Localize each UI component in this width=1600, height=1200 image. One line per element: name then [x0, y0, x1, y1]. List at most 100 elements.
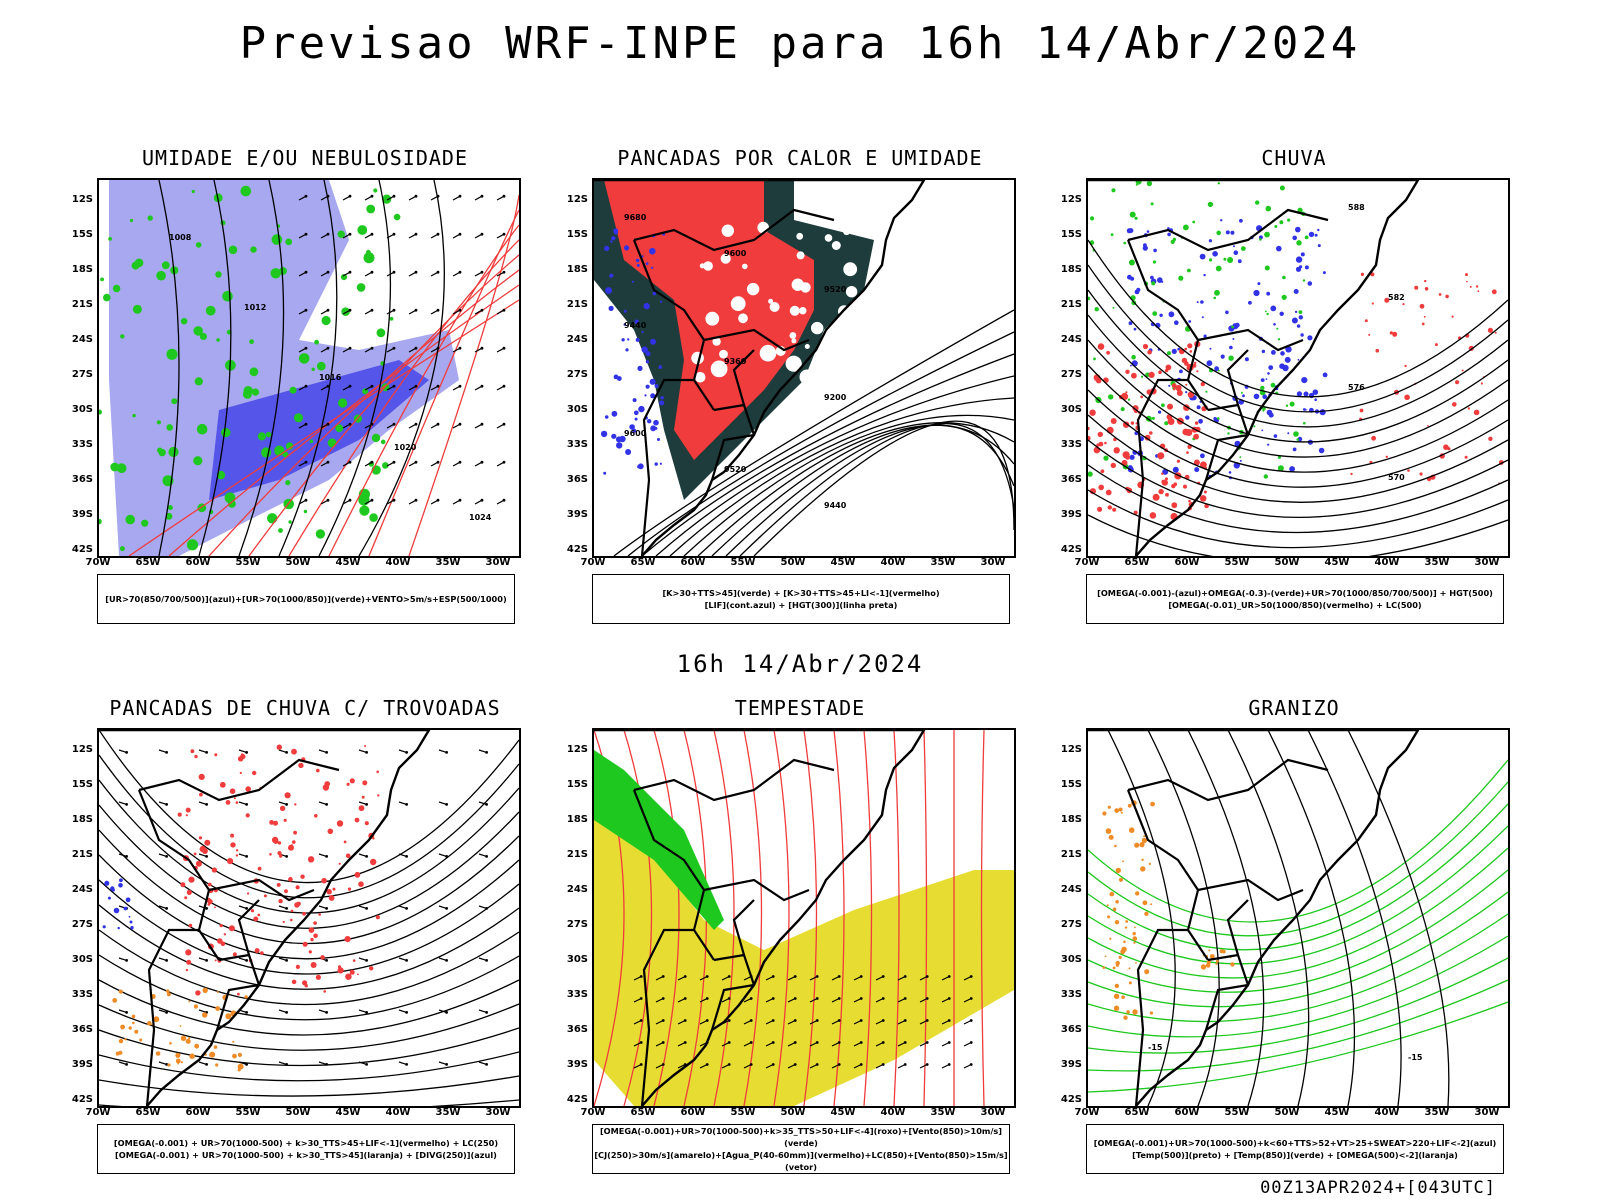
humidity-green-contour [112, 284, 121, 293]
wind-vector-head [414, 308, 418, 312]
wind-vector-head [837, 997, 841, 1000]
ur-red-area [1389, 331, 1393, 335]
omega-blue-area [1130, 276, 1135, 281]
coastline [99, 730, 431, 1106]
omega-hail-area [1205, 963, 1211, 968]
omega-blue-area [1172, 466, 1179, 473]
ur-red-area [1125, 391, 1128, 394]
clear-gap [789, 332, 797, 339]
longitude-label: 55W [235, 557, 261, 568]
storm-red-area [207, 882, 212, 887]
longitude-label: 70W [580, 557, 606, 568]
wind-vector-head [304, 308, 308, 312]
longitude-label: 55W [1224, 1107, 1250, 1118]
panel-title: CHUVA [1261, 146, 1327, 170]
storm-red-area [345, 853, 351, 859]
wind-vector-head [771, 975, 775, 978]
border-line [1126, 239, 1209, 411]
latitude-label: 33S [1060, 439, 1082, 450]
omega-hail-area [1120, 949, 1126, 955]
wind-vector-head [304, 232, 308, 236]
omega-green-area [1279, 185, 1285, 191]
panel-legend: [K>30+TTS>45](verde) + [K>30+TTS>45+LI<-… [592, 574, 1010, 624]
storm-red-area [214, 959, 217, 962]
wind-vector-head [436, 346, 440, 350]
omega-green-area [1146, 180, 1153, 187]
storm-red-area [276, 744, 282, 750]
wind-vector-head [365, 959, 368, 962]
lif-contour [638, 405, 645, 413]
isobar [198, 180, 232, 556]
wind-vector-head [815, 975, 819, 978]
precipitable-water-contour [863, 730, 873, 1106]
omega-blue-area [1271, 350, 1276, 355]
hgt500-contour [1088, 239, 1508, 398]
ur-red-area [1487, 327, 1493, 333]
storm-red-area [241, 753, 244, 756]
wind-vector-head [405, 1011, 408, 1014]
storm-red-area [254, 948, 260, 954]
omega-blue-area [1268, 365, 1274, 370]
wind-vector-head [370, 346, 374, 350]
storm-red-area [357, 973, 359, 976]
wind-vector-head [837, 975, 841, 978]
ur-red-area [1183, 484, 1187, 489]
latitude-label: 33S [71, 439, 93, 450]
humidity-green-contour [131, 261, 140, 270]
wind-vector-head [458, 308, 462, 312]
wind-vector-head [326, 422, 330, 426]
clear-gap [721, 224, 734, 237]
wind-vector-head [405, 803, 408, 806]
latitude-label: 42S [71, 1094, 93, 1105]
ur-red-area [1157, 452, 1165, 460]
ur-red-area [1104, 441, 1107, 445]
storm-red-area [302, 911, 306, 916]
omega-blue-area [1232, 338, 1235, 340]
wind-vector-head [480, 498, 484, 502]
storm-red-area [247, 892, 250, 895]
omega-hail-area [1109, 937, 1112, 940]
omega-blue-area [1203, 273, 1206, 277]
storm-red-area [219, 924, 223, 928]
lif-contour [644, 394, 647, 397]
humidity-green-contour [186, 539, 199, 551]
wind-vector-head [165, 803, 168, 806]
longitude-label: 40W [1374, 557, 1400, 568]
humidity-green-contour [157, 447, 163, 454]
clear-gap [831, 241, 841, 250]
latitude-label: 12S [566, 194, 588, 205]
omega-hail-area [1113, 1005, 1120, 1011]
omega-blue-area [1293, 289, 1299, 294]
wind-vector-head [458, 346, 462, 350]
storm-red-area [177, 812, 182, 817]
wind-vector-head [436, 422, 440, 426]
storm-red-area [184, 896, 188, 900]
border-line [1207, 953, 1250, 986]
omega-blue-area [1303, 391, 1309, 397]
omega-blue-area [1233, 245, 1235, 248]
humidity-green-contour [270, 268, 281, 279]
lif-contour [610, 240, 613, 243]
omega-blue-area [1129, 454, 1135, 460]
omega-green-area [1129, 211, 1136, 218]
omega-blue-area [1300, 333, 1304, 337]
humidity-green-contour [194, 377, 203, 386]
precipitable-water-contour [743, 730, 763, 1106]
humidity-green-contour [103, 293, 111, 302]
latitude-label: 42S [1060, 544, 1082, 555]
border-line [633, 758, 835, 802]
wind-vector-head [727, 1019, 731, 1022]
wind-vector-head [405, 907, 408, 910]
clear-gap [719, 349, 728, 359]
omega-green-area [1293, 431, 1299, 437]
border-line [632, 239, 715, 411]
humidity-green-contour [166, 424, 173, 431]
storm-red-area [188, 876, 195, 883]
longitude-label: 30W [485, 1107, 511, 1118]
wind-vector-head [304, 346, 308, 350]
wind-vector-head [480, 384, 484, 388]
ur-red-area [1088, 426, 1090, 431]
omega-hail-area [1134, 842, 1140, 848]
storm-red-area [304, 984, 308, 988]
humidity-green-contour [171, 398, 178, 405]
